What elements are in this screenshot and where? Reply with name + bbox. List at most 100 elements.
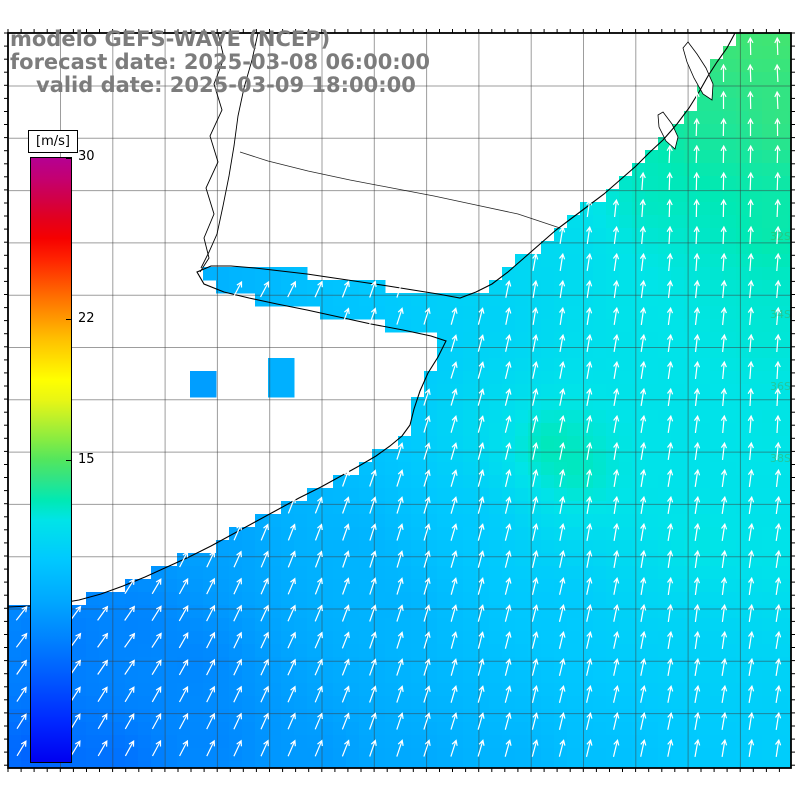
wind-arrow <box>775 684 782 703</box>
wind-arrow <box>774 279 781 299</box>
wind-arrow <box>667 684 674 703</box>
wind-arrow <box>559 549 566 568</box>
wind-arrow <box>396 658 404 676</box>
wind-arrow <box>151 578 162 595</box>
wind-arrow <box>450 415 458 433</box>
wind-arrow <box>151 712 162 730</box>
wind-arrow <box>613 306 620 325</box>
wind-arrow <box>559 225 566 244</box>
wind-arrow <box>423 550 431 568</box>
wind-arrow <box>666 252 673 272</box>
wind-arrow <box>667 738 674 757</box>
wind-arrow <box>774 36 781 56</box>
wind-arrow <box>396 442 404 460</box>
coastal-lagoon-outline <box>657 111 679 150</box>
wind-arrow <box>342 577 350 595</box>
wind-arrow <box>640 603 647 623</box>
wind-arrow <box>667 522 674 541</box>
wind-arrow <box>369 280 377 298</box>
wind-arrow <box>97 632 109 648</box>
wind-arrow <box>15 632 28 648</box>
wind-arrow <box>97 713 108 730</box>
wind-arrow <box>314 577 323 595</box>
wind-arrow <box>369 469 377 487</box>
wind-arrow <box>450 334 458 352</box>
wind-arrow <box>613 333 620 352</box>
wind-arrow <box>504 388 512 406</box>
wind-arrow <box>477 712 485 730</box>
wind-arrow <box>586 603 593 622</box>
wind-arrow <box>396 307 404 325</box>
wind-arrow <box>341 712 350 730</box>
wind-arrow <box>640 495 647 514</box>
wind-arrow <box>341 631 350 649</box>
wind-arrow <box>504 442 512 460</box>
wind-arrow <box>314 739 323 757</box>
wind-arrow <box>206 712 215 730</box>
wind-arrow <box>720 576 728 595</box>
wind-arrow <box>775 603 782 622</box>
wind-arrow <box>450 577 458 595</box>
wind-arrow <box>396 523 404 541</box>
wind-arrow <box>720 171 727 191</box>
wind-arrow <box>477 631 485 649</box>
wind-arrow <box>586 252 593 271</box>
wind-arrow <box>667 603 674 622</box>
wind-arrow <box>369 604 377 622</box>
wind-arrow <box>287 523 296 541</box>
wind-arrow <box>450 604 458 622</box>
wind-arrow <box>233 658 242 676</box>
wind-arrow <box>423 712 431 730</box>
wind-arrow <box>504 360 512 379</box>
wind-arrow <box>775 738 782 757</box>
wind-arrow <box>97 739 108 757</box>
wind-arrow <box>450 685 458 703</box>
wind-arrow <box>206 631 216 649</box>
wind-arrow <box>558 684 566 703</box>
wind-arrow <box>747 144 754 164</box>
graticule-grid <box>9 34 790 767</box>
wind-arrow <box>178 631 189 649</box>
wind-arrow <box>748 549 755 568</box>
wind-arrow <box>287 658 296 676</box>
wind-arrow <box>287 739 296 757</box>
wind-arrow <box>612 198 620 217</box>
wind-arrow <box>558 739 566 757</box>
wind-arrow <box>774 333 781 353</box>
colorbar-tick-mark <box>66 460 72 461</box>
wind-arrow <box>586 522 593 542</box>
wind-arrow <box>341 604 350 622</box>
wind-arrow <box>287 496 296 514</box>
latitude-labels: 32S 34S 36S 38S <box>770 230 791 465</box>
wind-arrow <box>233 550 242 568</box>
wind-arrow <box>151 739 162 757</box>
wind-arrow <box>640 414 647 433</box>
wind-arrow <box>721 630 728 649</box>
wind-arrow <box>720 279 727 299</box>
wind-arrow <box>477 307 485 325</box>
wind-arrow <box>287 631 296 649</box>
wind-arrow <box>504 712 512 730</box>
wind-arrow <box>586 387 593 407</box>
wind-arrow <box>341 280 350 298</box>
wind-arrow <box>314 523 323 541</box>
wind-arrow <box>613 387 620 407</box>
wind-arrow <box>666 225 673 245</box>
wind-arrow <box>423 469 431 487</box>
wind-arrow <box>694 684 701 704</box>
wind-arrow <box>233 739 242 757</box>
wind-arrow <box>693 225 700 245</box>
wind-arrow <box>693 198 700 218</box>
wind-arrow <box>666 198 673 218</box>
colorbar-tick-label: 22 <box>78 310 95 326</box>
wind-arrow <box>613 495 620 514</box>
wind-arrow <box>666 144 673 164</box>
wind-arrow <box>667 468 674 487</box>
wind-arrow <box>314 631 323 649</box>
wind-arrow <box>559 252 566 271</box>
wind-arrow <box>206 577 215 595</box>
river-line <box>199 32 225 273</box>
wind-arrow <box>287 685 296 703</box>
wind-arrow <box>423 577 431 595</box>
wind-arrow <box>639 279 647 298</box>
